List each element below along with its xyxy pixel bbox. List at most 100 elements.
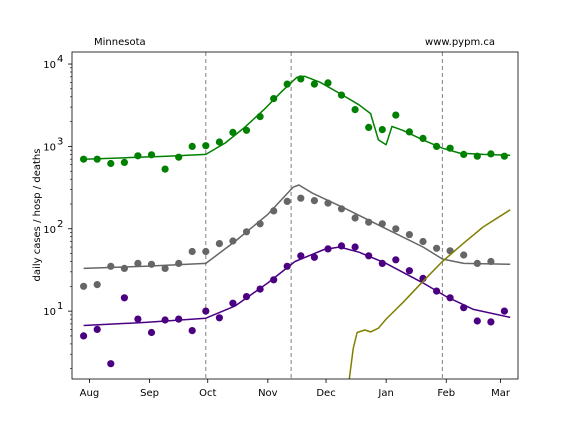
cases-point-10 — [215, 138, 223, 146]
deaths-point-7 — [175, 315, 183, 323]
deaths-point-28 — [460, 304, 468, 312]
hospitalizations-point-8 — [188, 247, 196, 256]
cases-point-3 — [120, 158, 128, 166]
deaths-point-13 — [256, 285, 264, 293]
x-tick-label-oct: Oct — [199, 388, 216, 399]
series-hospitalizations — [80, 184, 511, 290]
deaths-point-19 — [337, 242, 346, 250]
y-tick-exp-1: 2 — [57, 219, 63, 230]
x-tick-label-nov: Nov — [258, 388, 278, 399]
plot-area-frame — [71, 51, 519, 380]
hospitalizations-point-5 — [147, 260, 156, 268]
hospitalizations-point-11 — [229, 237, 237, 245]
deaths-point-2 — [107, 360, 115, 368]
cases-point-0 — [80, 155, 88, 163]
cases-point-4 — [134, 152, 142, 160]
deaths-point-22 — [378, 259, 386, 267]
hospitalizations-point-17 — [310, 197, 318, 205]
cases-point-27 — [446, 144, 454, 152]
cases-point-21 — [365, 123, 373, 131]
cases-point-25 — [419, 134, 427, 142]
y-tick-exp-0: 1 — [57, 301, 63, 312]
event-lines — [205, 52, 443, 379]
deaths-point-0 — [80, 332, 88, 340]
series-cases — [80, 75, 511, 173]
hospitalizations-point-0 — [80, 282, 88, 290]
deaths-point-26 — [433, 287, 441, 295]
x-axis: Aug Sep Oct Nov Dec Jan Feb Mar — [80, 379, 511, 399]
deaths-point-24 — [405, 267, 413, 275]
deaths-point-27 — [446, 294, 454, 302]
deaths-point-17 — [310, 253, 318, 261]
hospitalizations-point-28 — [460, 251, 468, 259]
hospitalizations-point-30 — [487, 257, 495, 266]
hospitalizations-point-10 — [215, 240, 223, 248]
cases-point-14 — [270, 95, 278, 103]
cases-point-26 — [433, 142, 441, 150]
hospitalizations-point-19 — [337, 205, 346, 213]
hospitalizations-point-16 — [297, 194, 305, 202]
hospitalizations-point-24 — [405, 231, 413, 239]
hospitalizations-model-line — [83, 184, 511, 270]
deaths-point-4 — [134, 315, 142, 323]
hospitalizations-point-29 — [473, 259, 481, 267]
y-tick-label-3: 10 — [43, 60, 56, 71]
hospitalizations-point-23 — [392, 225, 400, 233]
source-label: www.pypm.ca — [425, 37, 495, 48]
x-tick-label-jan: Jan — [377, 388, 393, 399]
deaths-point-16 — [297, 252, 305, 260]
hospitalizations-point-1 — [93, 281, 101, 289]
hospitalizations-point-7 — [175, 259, 183, 267]
hospitalizations-point-22 — [378, 220, 386, 228]
hospitalizations-point-18 — [324, 199, 332, 207]
cases-point-20 — [351, 106, 359, 114]
hospitalizations-point-20 — [351, 214, 359, 222]
cases-point-22 — [378, 126, 386, 134]
hospitalizations-point-12 — [242, 228, 251, 236]
deaths-point-6 — [161, 316, 169, 324]
deaths-point-9 — [202, 307, 210, 315]
hospitalizations-point-13 — [256, 220, 264, 228]
cases-point-2 — [107, 159, 115, 168]
hospitalizations-point-15 — [283, 197, 291, 205]
y-axis-label: daily cases / hosp / deaths — [32, 149, 43, 282]
hospitalizations-point-3 — [120, 264, 128, 272]
deaths-point-31 — [500, 307, 508, 315]
deaths-point-15 — [283, 262, 291, 270]
deaths-point-12 — [242, 293, 251, 301]
deaths-model-line — [83, 246, 511, 327]
cases-point-19 — [337, 91, 346, 99]
cases-point-28 — [460, 150, 468, 158]
cases-point-9 — [202, 142, 210, 150]
hospitalizations-point-2 — [107, 262, 115, 270]
cases-point-31 — [500, 152, 508, 160]
cases-point-16 — [297, 75, 305, 83]
hospitalizations-point-6 — [161, 264, 169, 272]
series-deaths — [80, 242, 511, 368]
x-tick-label-feb: Feb — [437, 388, 455, 399]
x-tick-label-aug: Aug — [80, 388, 100, 399]
deaths-point-20 — [351, 243, 359, 251]
cases-point-11 — [229, 128, 237, 136]
cases-point-15 — [283, 80, 291, 88]
cases-point-17 — [310, 80, 318, 88]
deaths-point-18 — [324, 245, 332, 253]
cases-point-18 — [324, 79, 332, 87]
y-tick-label-0: 10 — [43, 307, 56, 318]
deaths-point-1 — [93, 325, 101, 333]
deaths-point-29 — [473, 317, 481, 325]
deaths-point-23 — [392, 256, 400, 264]
hospitalizations-point-25 — [419, 237, 427, 246]
hospitalizations-point-21 — [365, 218, 373, 226]
x-tick-label-sep: Sep — [140, 388, 159, 399]
y-tick-label-2: 10 — [43, 142, 56, 153]
x-tick-label-mar: Mar — [491, 388, 511, 399]
deaths-point-11 — [229, 299, 237, 307]
cases-point-5 — [147, 151, 156, 159]
cases-point-29 — [473, 152, 481, 160]
deaths-point-14 — [270, 276, 278, 284]
cases-point-12 — [242, 126, 251, 134]
series-olive-model — [348, 209, 511, 380]
